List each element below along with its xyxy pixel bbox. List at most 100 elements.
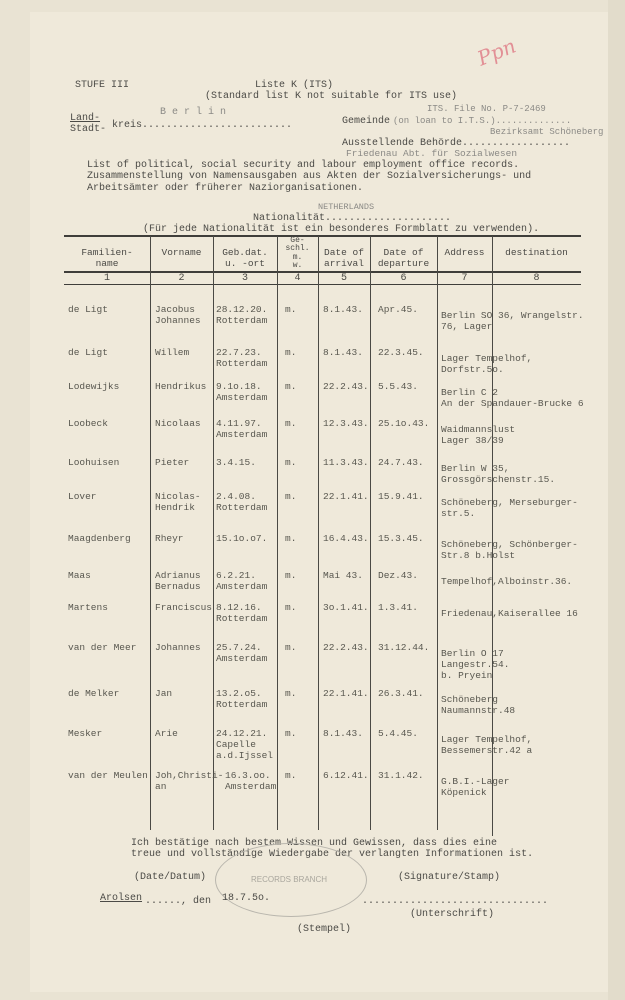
first-name-cell: Joh,Christi- an [155, 770, 224, 792]
confirmation-line-1: Ich bestätige nach bestem Wissen und Gew… [131, 838, 498, 849]
family-name-cell: de Ligt [68, 347, 108, 358]
kreis-value: B e r l i n [160, 107, 227, 118]
sex-cell: m. [285, 418, 297, 429]
arrival-date-cell: 22.1.41. [323, 688, 369, 699]
description-german-1: Zusammenstellung von Namensausgaben aus … [87, 171, 532, 182]
address-cell: Tempelhof,Alboinstr.36. [441, 576, 573, 587]
departure-date-cell: 25.1o.43. [378, 418, 430, 429]
birth-date-place-cell: 9.1o.18. Amsterdam [216, 381, 268, 403]
date-value: 18.7.5o. [222, 893, 271, 904]
birth-date-place-cell: 24.12.21. Capelle a.d.Ijssel [216, 728, 274, 761]
family-name-cell: de Melker [68, 688, 120, 699]
first-name-cell: Willem [155, 347, 190, 358]
birth-date-place-cell: 16.3.oo. Amsterdam [225, 770, 277, 792]
column-header: Ge- schl. m. w. [285, 236, 310, 270]
family-name-cell: de Ligt [68, 304, 108, 315]
column-header: destination [505, 247, 568, 258]
departure-date-cell: 31.12.44. [378, 642, 430, 653]
arrival-date-cell: 8.1.43. [323, 347, 363, 358]
family-name-cell: Maagdenberg [68, 533, 131, 544]
sex-cell: m. [285, 381, 297, 392]
address-cell: Berlin SO 36, Wrangelstr. 76, Lager [441, 310, 584, 332]
table-top-rule [64, 235, 581, 237]
behoerde-value-2: Friedenau Abt. für Sozialwesen [346, 148, 518, 159]
arrival-date-cell: Mai 43. [323, 570, 363, 581]
nationality-value: NETHERLANDS [318, 202, 375, 212]
column-number: 7 [461, 273, 468, 284]
records-branch-stamp: RECORDS BRANCH [215, 843, 367, 917]
first-name-cell: Nicolas- Hendrik [155, 491, 201, 513]
sex-cell: m. [285, 491, 297, 502]
first-name-cell: Hendrikus [155, 381, 207, 392]
number-rule [64, 284, 581, 285]
arrival-date-cell: 22.2.43. [323, 642, 369, 653]
header-rule [64, 271, 581, 273]
sex-cell: m. [285, 533, 297, 544]
family-name-cell: van der Meulen [68, 770, 148, 781]
column-divider [370, 236, 371, 830]
column-divider [437, 236, 438, 830]
column-header: Vorname [161, 247, 202, 258]
first-name-cell: Johannes [155, 642, 201, 653]
behoerde-label: Ausstellende Behörde.................. [342, 138, 571, 149]
document-subtitle: (Standard list K not suitable for ITS us… [205, 91, 458, 102]
sex-cell: m. [285, 457, 297, 468]
sex-cell: m. [285, 688, 297, 699]
sex-cell: m. [285, 570, 297, 581]
sex-cell: m. [285, 642, 297, 653]
column-number: 4 [294, 273, 301, 284]
column-number: 2 [178, 273, 185, 284]
column-divider [150, 236, 151, 830]
arrival-date-cell: 8.1.43. [323, 728, 363, 739]
birth-date-place-cell: 28.12.20. Rotterdam [216, 304, 268, 326]
column-header: Address [444, 247, 485, 258]
birth-date-place-cell: 4.11.97. Amsterdam [216, 418, 268, 440]
family-name-cell: Loohuisen [68, 457, 120, 468]
address-cell: Berlin C 2 An der Spandauer-Brucke 6 [441, 387, 584, 409]
stadt-label: Stadt- [70, 124, 107, 135]
departure-date-cell: 22.3.45. [378, 347, 424, 358]
birth-date-place-cell: 13.2.o5. Rotterdam [216, 688, 268, 710]
birth-date-place-cell: 22.7.23. Rotterdam [216, 347, 268, 369]
gemeinde-label: Gemeinde [342, 116, 391, 127]
arrival-date-cell: 22.2.43. [323, 381, 369, 392]
place-value: Arolsen [100, 893, 143, 904]
signature-label: (Signature/Stamp) [398, 872, 501, 883]
departure-date-cell: 26.3.41. [378, 688, 424, 699]
arrival-date-cell: 11.3.43. [323, 457, 369, 468]
family-name-cell: Maas [68, 570, 91, 581]
stempel-label: (Stempel) [297, 924, 352, 935]
departure-date-cell: Dez.43. [378, 570, 418, 581]
first-name-cell: Pieter [155, 457, 190, 468]
first-name-cell: Jacobus Johannes [155, 304, 201, 326]
address-cell: Berlin W 35, Grossgörschenstr.15. [441, 463, 556, 485]
address-cell: Lager Tempelhof, Dorfstr.5o. [441, 353, 533, 375]
column-header: Geb.dat. u. -ort [222, 247, 268, 269]
departure-date-cell: 15.3.45. [378, 533, 424, 544]
birth-date-place-cell: 2.4.08. Rotterdam [216, 491, 268, 513]
departure-date-cell: 24.7.43. [378, 457, 424, 468]
first-name-cell: Franciscus [155, 602, 213, 613]
stamp-text: RECORDS BRANCH [251, 875, 328, 884]
family-name-cell: Mesker [68, 728, 103, 739]
sex-cell: m. [285, 304, 297, 315]
place-dots: ......, den [145, 896, 212, 907]
arrival-date-cell: 3o.1.41. [323, 602, 369, 613]
land-label: Land- [70, 113, 101, 124]
column-number: 6 [400, 273, 407, 284]
column-header: Date of arrival [324, 247, 364, 269]
sex-cell: m. [285, 347, 297, 358]
column-divider [318, 236, 319, 830]
first-name-cell: Rheyr [155, 533, 184, 544]
signature-line: ............................... [362, 896, 549, 907]
arrival-date-cell: 12.3.43. [323, 418, 369, 429]
date-label: (Date/Datum) [134, 872, 207, 883]
departure-date-cell: 1.3.41. [378, 602, 418, 613]
column-number: 8 [533, 273, 540, 284]
birth-date-place-cell: 15.1o.o7. [216, 533, 268, 544]
nationality-note: (Für jede Nationalität ist ein besondere… [143, 224, 540, 235]
first-name-cell: Jan [155, 688, 173, 699]
column-header: Familien- name [81, 247, 133, 269]
page-edge [608, 0, 625, 1000]
departure-date-cell: 15.9.41. [378, 491, 424, 502]
